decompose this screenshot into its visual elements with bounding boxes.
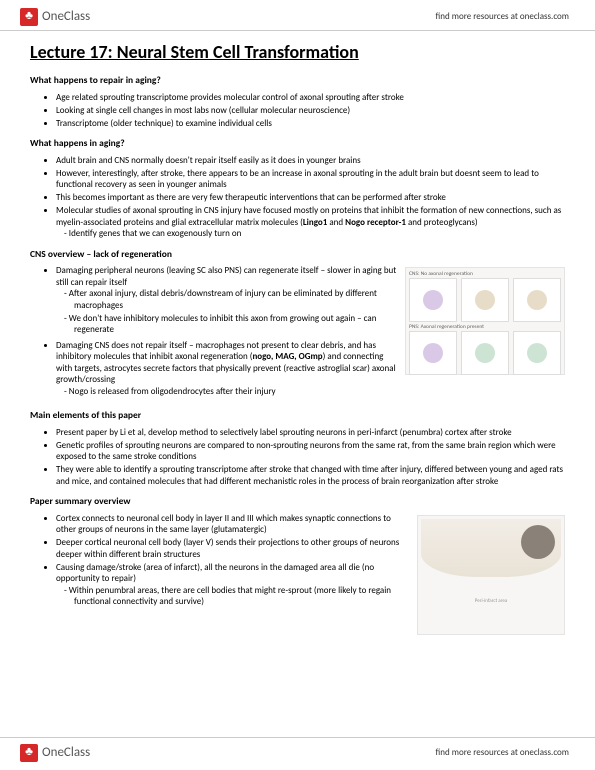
- page-title: Lecture 17: Neural Stem Cell Transformat…: [30, 41, 565, 64]
- figure-label: PNS: Axonal regeneration present: [409, 324, 561, 331]
- figure-cns-pns-regeneration: CNS: No axonal regeneration PNS: Axonal r…: [405, 267, 565, 375]
- sub-bullet-list: Nogo is released from oligodendrocytes a…: [56, 386, 565, 398]
- page-header: ♣ OneClass find more resources at onecla…: [0, 0, 595, 31]
- section-heading: What happens to repair in aging?: [30, 74, 565, 86]
- bullet-list: Adult brain and CNS normally doesn't rep…: [30, 155, 565, 240]
- bullet-list: Age related sprouting transcriptome prov…: [30, 92, 565, 130]
- sub-bullet-list: Identify genes that we can exogenously t…: [56, 228, 565, 240]
- header-resources-link[interactable]: find more resources at oneclass.com: [436, 11, 569, 23]
- list-item: Molecular studies of axonal sprouting in…: [56, 205, 565, 240]
- figure-cortex-layers: Peri-infarct area: [417, 515, 565, 635]
- list-item: Identify genes that we can exogenously t…: [74, 228, 565, 240]
- footer-resources-link[interactable]: find more resources at oneclass.com: [436, 747, 569, 759]
- section-heading: Paper summary overview: [30, 495, 565, 507]
- list-item: Nogo is released from oligodendrocytes a…: [74, 386, 565, 398]
- brand-logo: ♣ OneClass: [20, 8, 90, 26]
- footer-logo-glyph: ♣: [25, 745, 33, 761]
- page-footer: ♣ OneClass find more resources at onecla…: [0, 737, 595, 770]
- list-item: Genetic profiles of sprouting neurons ar…: [56, 440, 565, 463]
- section-heading: CNS overview – lack of regeneration: [30, 248, 565, 260]
- section-heading: Main elements of this paper: [30, 409, 565, 421]
- list-item: However, interestingly, after stroke, th…: [56, 168, 565, 191]
- logo-glyph: ♣: [25, 9, 33, 25]
- section-heading: What happens in aging?: [30, 137, 565, 149]
- bullet-list: Present paper by Li et al, develop metho…: [30, 427, 565, 488]
- sections-container: What happens to repair in aging? Age rela…: [30, 74, 565, 638]
- list-item: Adult brain and CNS normally doesn't rep…: [56, 155, 565, 167]
- list-item: Present paper by Li et al, develop metho…: [56, 427, 565, 439]
- list-item: Looking at single cell changes in most l…: [56, 105, 565, 117]
- list-item: Age related sprouting transcriptome prov…: [56, 92, 565, 104]
- logo-text: OneClass: [42, 9, 90, 26]
- list-item: Transcriptome (older technique) to exami…: [56, 118, 565, 130]
- footer-logo-icon: ♣: [20, 744, 38, 762]
- list-item: This becomes important as there are very…: [56, 192, 565, 204]
- figure-label: CNS: No axonal regeneration: [409, 271, 561, 278]
- logo-icon: ♣: [20, 8, 38, 26]
- footer-logo-text: OneClass: [42, 745, 90, 762]
- list-item: They were able to identify a sprouting t…: [56, 464, 565, 487]
- document-body: Lecture 17: Neural Stem Cell Transformat…: [0, 31, 595, 643]
- footer-brand-logo: ♣ OneClass: [20, 744, 90, 762]
